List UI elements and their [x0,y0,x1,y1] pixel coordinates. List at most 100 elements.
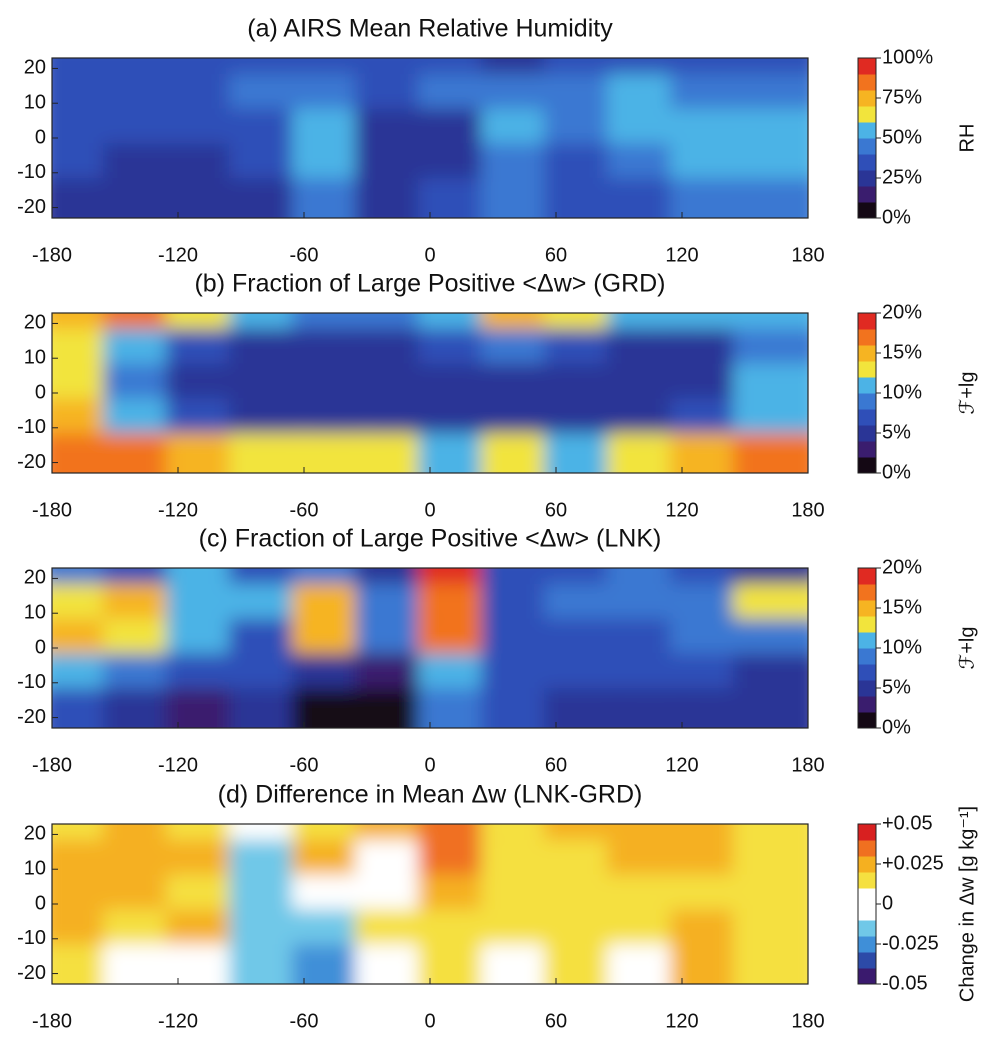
y-tick-label: 20 [24,823,46,845]
colorbar-tick-label: 10% [882,381,922,403]
colorbar-tick-label: 20% [882,301,922,323]
colorbar-tick-label: 0% [882,461,911,483]
colorbar-band [858,936,876,953]
panel-title: (b) Fraction of Large Positive <Δw> (GRD… [194,270,665,298]
colorbar-band [858,952,876,969]
y-tick-label: -20 [17,962,46,984]
colorbar-band [858,568,876,585]
colorbar-band [858,457,876,474]
colorbar-tick-label: 5% [882,421,911,443]
y-tick-label: 0 [35,381,46,403]
cell [733,433,808,473]
colorbar-band [858,664,876,681]
colorbar-tick-label: 15% [882,341,922,363]
colorbar-band [858,122,876,139]
y-tick-label: 10 [24,857,46,879]
colorbar-band [858,90,876,107]
colorbar-band [858,313,876,330]
y-tick-label: -10 [17,416,46,438]
colorbar-label: Change in Δw [g kg⁻¹] [956,806,978,1002]
colorbar-band [858,712,876,729]
colorbar-tick-label: +0.025 [882,852,944,874]
colorbar-band [858,616,876,633]
colorbar-band [858,74,876,91]
x-tick-label: 0 [424,754,435,776]
y-tick-label: 20 [24,567,46,589]
y-tick-label: 0 [35,126,46,148]
heatmap-cells [52,568,808,728]
colorbar-band [858,409,876,426]
colorbar-band [858,329,876,346]
x-tick-label: 0 [424,499,435,521]
y-tick-label: 20 [24,57,46,79]
x-tick-label: -180 [32,244,72,266]
cell [733,688,808,728]
colorbar-band [858,872,876,889]
heatmap-cells [52,58,808,218]
colorbar-tick-label: 0 [882,892,893,914]
colorbar-tick-label: -0.05 [882,972,928,994]
heatmap-cells [52,824,808,984]
x-tick-label: 0 [424,244,435,266]
colorbar-tick-label: 5% [882,676,911,698]
heatmap [52,313,808,473]
colorbar-tick-label: -0.025 [882,932,939,954]
colorbar-band [858,888,876,905]
panel-title: (d) Difference in Mean Δw (LNK-GRD) [218,781,643,809]
colorbar-band [858,170,876,187]
heatmap [52,568,808,728]
x-tick-label: 180 [791,1010,824,1032]
x-tick-label: 60 [545,754,567,776]
colorbar-tick-label: +0.05 [882,812,933,834]
colorbar-tick-label: 75% [882,86,922,108]
y-tick-label: -20 [17,706,46,728]
x-tick-label: -180 [32,499,72,521]
x-tick-label: -120 [158,499,198,521]
x-tick-label: -120 [158,754,198,776]
x-tick-label: -120 [158,1010,198,1032]
colorbar-tick-label: 20% [882,556,922,578]
colorbar-band [858,968,876,985]
x-tick-label: 120 [665,499,698,521]
colorbar-band [858,920,876,937]
colorbar-band [858,632,876,649]
colorbar-band [858,202,876,219]
x-tick-label: 60 [545,244,567,266]
colorbar-band [858,345,876,362]
colorbar-band [858,441,876,458]
colorbar-label: ℱ+lg [956,627,978,670]
colorbar-tick-label: 25% [882,166,922,188]
x-tick-label: 120 [665,1010,698,1032]
colorbar-band [858,186,876,203]
colorbar-tick-label: 0% [882,206,911,228]
colorbar-band [858,680,876,697]
colorbar-band [858,824,876,841]
y-tick-label: -10 [17,927,46,949]
x-tick-label: 120 [665,244,698,266]
x-tick-label: 180 [791,499,824,521]
x-tick-label: 180 [791,754,824,776]
x-tick-label: 0 [424,1010,435,1032]
colorbar-band [858,377,876,394]
colorbar-band [858,584,876,601]
colorbar-band [858,58,876,75]
colorbar-tick-label: 10% [882,636,922,658]
y-tick-label: 20 [24,312,46,334]
y-tick-label: -20 [17,196,46,218]
x-tick-label: -180 [32,1010,72,1032]
y-tick-label: 10 [24,346,46,368]
panel-title: (c) Fraction of Large Positive <Δw> (LNK… [199,525,662,553]
y-tick-label: 10 [24,91,46,113]
colorbar-band [858,696,876,713]
cell [733,178,808,218]
y-tick-label: -20 [17,451,46,473]
heatmap [52,58,808,218]
x-tick-label: 60 [545,499,567,521]
colorbar-band [858,138,876,155]
y-tick-label: 0 [35,636,46,658]
colorbar-tick-label: 15% [882,596,922,618]
x-tick-label: 120 [665,754,698,776]
heatmap [52,824,808,984]
colorbar-label: RH [956,124,978,153]
